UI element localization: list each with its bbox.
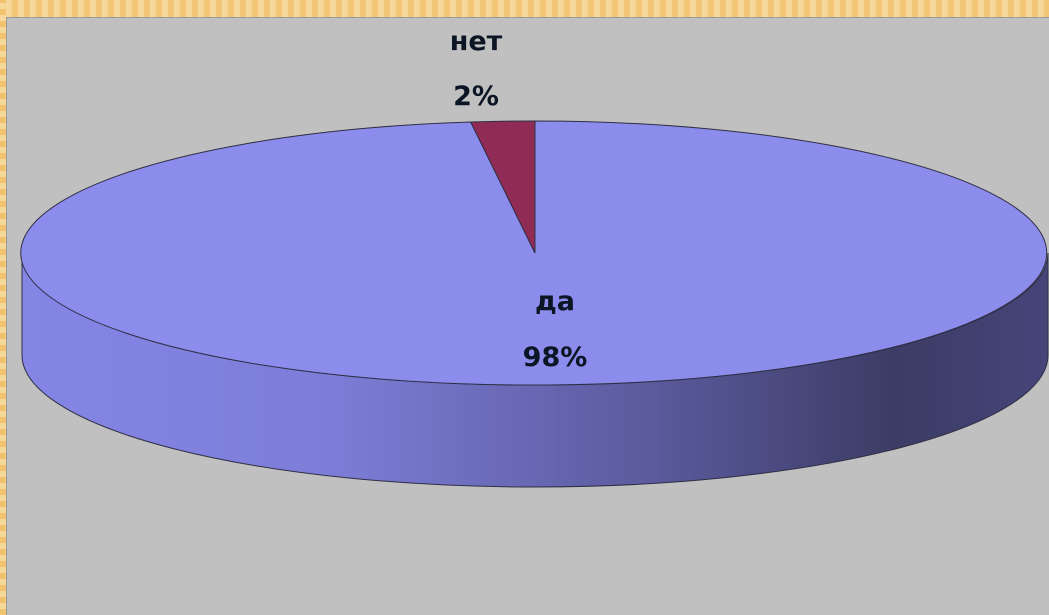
data-label-no-category: нет	[450, 26, 503, 57]
data-label-no-percent: 2%	[453, 81, 499, 112]
decorative-top-border	[0, 0, 1049, 17]
decorative-left-border	[0, 0, 6, 615]
pie-slice-yes	[20, 120, 1048, 386]
data-label-yes-category: да	[535, 286, 575, 317]
pie-slice-no	[469, 120, 536, 254]
data-label-yes-percent: 98%	[523, 342, 588, 373]
